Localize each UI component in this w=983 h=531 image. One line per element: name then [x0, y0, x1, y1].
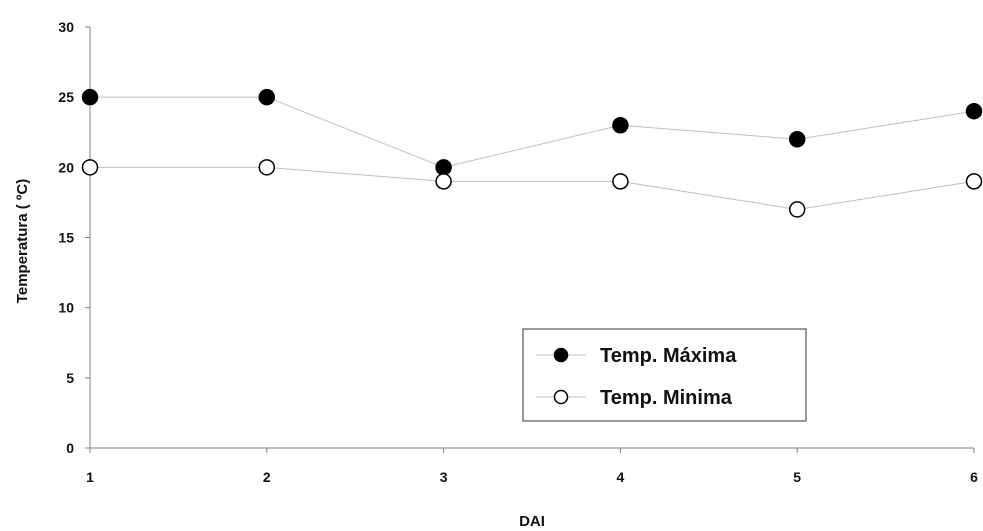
- series-line-max: [90, 96, 975, 168]
- legend-label-max: Temp. Máxima: [600, 345, 737, 367]
- y-tick-label: 15: [58, 230, 74, 246]
- y-tick-label: 25: [58, 89, 74, 105]
- legend: Temp. Máxima Temp. Minima: [522, 328, 807, 422]
- x-tick-label: 1: [86, 469, 94, 485]
- y-tick-label: 20: [58, 159, 74, 175]
- data-point-max: [435, 159, 452, 176]
- data-point-min: [612, 173, 629, 190]
- x-tick-label: 2: [263, 469, 271, 485]
- y-axis-title: Temperatura ( ºC): [14, 179, 31, 303]
- series-lines: [90, 96, 975, 210]
- tick-labels: 0 5 10 15 20 25 30 1 2 3 4 5 6: [58, 19, 978, 485]
- data-point-max: [965, 102, 983, 120]
- data-point-min: [258, 159, 276, 176]
- x-axis-title: DAI: [519, 513, 545, 530]
- x-tick-label: 6: [970, 469, 978, 485]
- series-markers: [81, 88, 983, 218]
- data-point-max: [612, 116, 629, 134]
- data-point-max: [258, 88, 276, 106]
- legend-marker-max: [553, 347, 569, 363]
- y-tick-label: 10: [58, 300, 74, 316]
- y-tick-label: 5: [66, 370, 74, 386]
- legend-label-min: Temp. Minima: [600, 387, 733, 409]
- legend-box: [522, 328, 807, 422]
- data-point-min: [788, 201, 806, 218]
- data-point-max: [81, 88, 99, 106]
- data-point-max: [788, 131, 806, 148]
- y-tick-label: 30: [58, 19, 74, 35]
- legend-marker-min: [553, 389, 569, 405]
- series-line-min: [90, 166, 975, 210]
- x-tick-label: 5: [793, 469, 801, 485]
- x-tick-label: 4: [617, 469, 625, 485]
- data-point-min: [435, 173, 452, 190]
- y-tick-label: 0: [66, 440, 74, 456]
- data-point-min: [965, 173, 983, 190]
- data-point-min: [81, 159, 99, 176]
- x-tick-label: 3: [440, 469, 448, 485]
